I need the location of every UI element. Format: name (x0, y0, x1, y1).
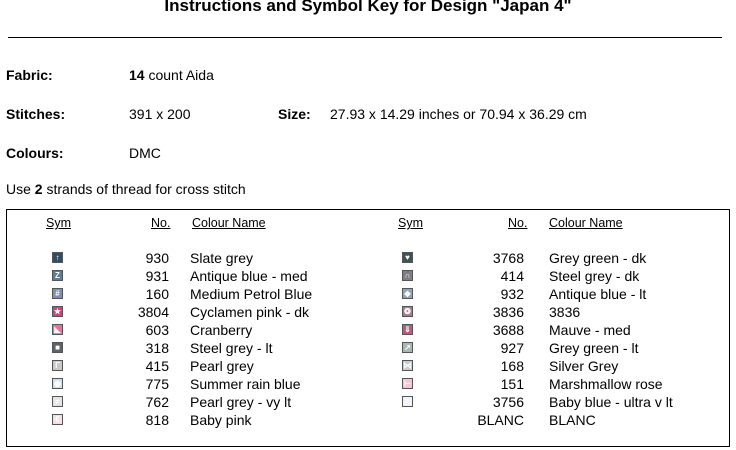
fabric-count: 14 (129, 67, 145, 83)
page-title: Instructions and Symbol Key for Design "… (164, 0, 572, 15)
dmc-number: 932 (500, 286, 524, 302)
dmc-number: BLANC (477, 412, 524, 428)
dmc-number: 762 (145, 394, 169, 410)
slate-grey-symbol-icon: ↑ (52, 252, 63, 263)
stitches-value: 391 x 200 (129, 106, 191, 122)
dmc-number: 927 (500, 340, 524, 356)
colours-label: Colours: (6, 145, 64, 161)
colour-name: Antique blue - med (190, 268, 308, 284)
size-label: Size: (278, 106, 311, 122)
colour-name: Grey green - dk (549, 250, 647, 266)
fabric-type: count Aida (148, 67, 214, 83)
dmc-number: 168 (500, 358, 524, 374)
colour-name: Cyclamen pink - dk (190, 304, 310, 320)
colours-value: DMC (129, 145, 161, 161)
title-divider (8, 37, 722, 38)
colour-name: Steel grey - dk (549, 268, 640, 284)
name-header-left: Colour Name (192, 216, 266, 230)
colour-name: Cranberry (190, 322, 253, 338)
symbol-3836-icon: ❂ (402, 306, 413, 317)
instruction-strands: 2 (34, 181, 43, 197)
fabric-value: 14 count Aida (129, 67, 214, 83)
size-value: 27.93 x 14.29 inches or 70.94 x 36.29 cm (330, 106, 587, 122)
steel-grey-dk-symbol-icon: ∩ (402, 270, 413, 281)
dmc-number: 775 (145, 376, 169, 392)
colour-name: Mauve - med (549, 322, 631, 338)
sym-header-right: Sym (398, 216, 423, 230)
dmc-number: 318 (145, 340, 169, 356)
instruction-prefix: Use (6, 181, 31, 197)
marshmallow-symbol-icon: ⊢ (402, 378, 413, 389)
colour-name: Slate grey (190, 250, 254, 266)
baby-blue-symbol-icon: > (402, 396, 413, 407)
colour-name: Medium Petrol Blue (190, 286, 313, 302)
symbol-key-table (6, 209, 730, 447)
colour-name: Baby pink (190, 412, 252, 428)
dmc-number: 931 (145, 268, 169, 284)
steel-grey-lt-symbol-icon: ■ (52, 342, 63, 353)
no-header-right: No. (508, 216, 528, 230)
dmc-number: 930 (145, 250, 169, 266)
stitches-label: Stitches: (6, 106, 66, 122)
colour-name: Pearl grey - vy lt (190, 394, 292, 410)
no-header-left: No. (151, 216, 171, 230)
colour-name: 3836 (549, 304, 581, 320)
silver-grey-symbol-icon: ⋈ (402, 360, 413, 371)
grey-green-dk-symbol-icon: ♥ (402, 252, 413, 263)
blanc-symbol-icon (402, 414, 413, 425)
petrol-blue-symbol-icon: # (52, 288, 63, 299)
fabric-label: Fabric: (6, 67, 53, 83)
dmc-number: 3688 (492, 322, 524, 338)
colour-name: Marshmallow rose (549, 376, 663, 392)
dmc-number: 151 (500, 376, 524, 392)
colour-name: Grey green - lt (549, 340, 639, 356)
colour-name: Pearl grey (190, 358, 254, 374)
baby-pink-symbol-icon: € (52, 414, 63, 425)
colour-name: Silver Grey (549, 358, 619, 374)
grey-green-lt-symbol-icon: ↗ (402, 342, 413, 353)
colour-name: Summer rain blue (190, 376, 301, 392)
name-header-right: Colour Name (549, 216, 623, 230)
colour-name: Antique blue - lt (549, 286, 647, 302)
dmc-number: 3836 (492, 304, 524, 320)
cranberry-symbol-icon: ◣ (52, 324, 63, 335)
dmc-number: 414 (500, 268, 524, 284)
dmc-number: 603 (145, 322, 169, 338)
thread-instruction: Use 2 strands of thread for cross stitch (6, 181, 246, 197)
summer-rain-symbol-icon: ◉ (52, 378, 63, 389)
cyclamen-pink-symbol-icon: ★ (52, 306, 63, 317)
antique-blue-symbol-icon: Z (52, 270, 63, 281)
dmc-number: 415 (145, 358, 169, 374)
dmc-number: 818 (145, 412, 169, 428)
dmc-number: 3804 (137, 304, 169, 320)
dmc-number: 3768 (492, 250, 524, 266)
instruction-suffix: strands of thread for cross stitch (46, 181, 246, 197)
sym-header-left: Sym (46, 216, 71, 230)
dmc-number: 3756 (492, 394, 524, 410)
pearl-grey-symbol-icon: Γ (52, 360, 63, 371)
antique-blue-lt-symbol-icon: ◆ (402, 288, 413, 299)
dmc-number: 160 (145, 286, 169, 302)
colour-name: BLANC (549, 412, 596, 428)
colour-name: Steel grey - lt (190, 340, 273, 356)
mauve-symbol-icon: ⇓ (402, 324, 413, 335)
pearl-grey-vylt-symbol-icon: ≠ (52, 396, 63, 407)
colour-name: Baby blue - ultra v lt (549, 394, 673, 410)
